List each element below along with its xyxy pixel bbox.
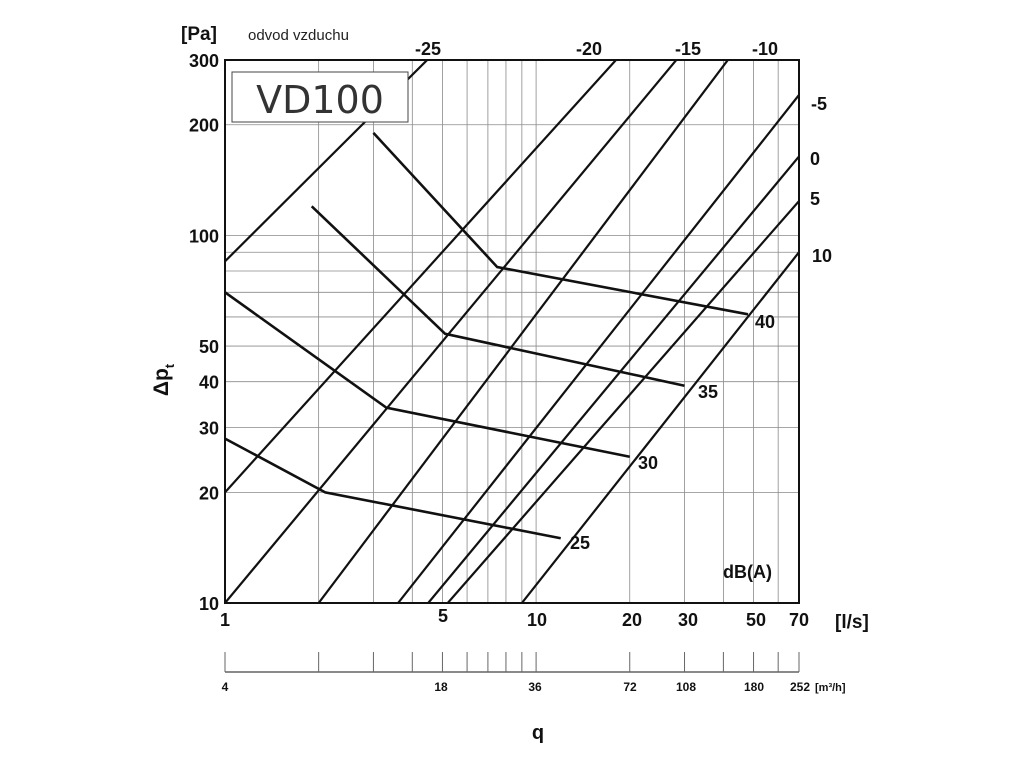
correction-line xyxy=(427,155,799,603)
y-tick-label: 300 xyxy=(189,51,219,71)
subtitle: odvod vzduchu xyxy=(248,27,349,44)
correction-label: -5 xyxy=(811,94,827,114)
m3h-tick-label: 36 xyxy=(528,680,542,694)
y-tick-label: 40 xyxy=(199,373,219,393)
y-tick-label: 10 xyxy=(199,594,219,614)
correction-label: -20 xyxy=(576,39,602,59)
correction-line xyxy=(446,200,799,603)
correction-label: -25 xyxy=(415,39,441,59)
correction-label: 0 xyxy=(810,149,820,169)
y-tick-label: 200 xyxy=(189,116,219,136)
y-unit-label: [Pa] xyxy=(181,24,217,45)
correction-line xyxy=(397,94,799,603)
x-axis-label: q xyxy=(532,722,544,744)
grid xyxy=(224,59,800,604)
correction-lines: -25 -20 -15 -10 -5 0 5 10 xyxy=(225,39,832,603)
correction-line xyxy=(520,251,799,603)
y-tick-label: 50 xyxy=(199,337,219,357)
y-tick-label: 20 xyxy=(199,483,219,503)
y-axis-label-sub: t xyxy=(162,363,177,368)
x-unit-ls-label: [l/s] xyxy=(835,612,869,633)
sound-line xyxy=(372,132,749,316)
sound-label: 35 xyxy=(698,382,718,402)
correction-line xyxy=(317,60,730,603)
y-axis-label: Δp xyxy=(150,368,173,396)
m3h-tick-label: 18 xyxy=(434,680,448,694)
y-tick-label: 100 xyxy=(189,226,219,246)
x-unit-m3h-label: [m³/h] xyxy=(815,682,846,694)
sound-line xyxy=(224,437,561,540)
m3h-scale: 4 18 36 72 108 180 252 xyxy=(222,652,810,694)
db-unit-label: dB(A) xyxy=(723,562,772,582)
plot-frame xyxy=(224,59,800,604)
x-tick-label: 10 xyxy=(527,610,547,630)
m3h-tick-label: 4 xyxy=(222,680,229,694)
x-tick-label: 20 xyxy=(622,610,642,630)
x-tick-label: 70 xyxy=(789,610,809,630)
correction-label: 5 xyxy=(810,189,820,209)
tick-labels: 10 20 30 40 50 100 200 300 1 5 10 20 30 50 70 xyxy=(189,51,809,630)
sound-label: 30 xyxy=(638,453,658,473)
svg-text:Δpt: Δpt xyxy=(150,363,177,396)
m3h-tick-label: 72 xyxy=(623,680,637,694)
correction-label: 10 xyxy=(812,246,832,266)
sound-line xyxy=(310,205,685,387)
correction-label: -15 xyxy=(675,39,701,59)
x-tick-label: 50 xyxy=(746,610,766,630)
sound-level-lines: 25 30 35 40 xyxy=(224,132,775,553)
sound-line xyxy=(224,291,631,458)
model-box xyxy=(231,71,409,123)
m3h-tick-label: 252 xyxy=(790,680,810,694)
m3h-tick-label: 108 xyxy=(676,680,696,694)
correction-line xyxy=(225,60,618,494)
x-tick-label: 5 xyxy=(438,606,448,626)
correction-line xyxy=(225,60,678,603)
sound-label: 25 xyxy=(570,533,590,553)
sound-label: 40 xyxy=(755,312,775,332)
x-tick-label: 30 xyxy=(678,610,698,630)
y-tick-label: 30 xyxy=(199,419,219,439)
m3h-tick-label: 180 xyxy=(744,680,764,694)
model-label: VD100 xyxy=(256,78,384,122)
correction-label: -10 xyxy=(752,39,778,59)
x-tick-label: 1 xyxy=(220,610,230,630)
